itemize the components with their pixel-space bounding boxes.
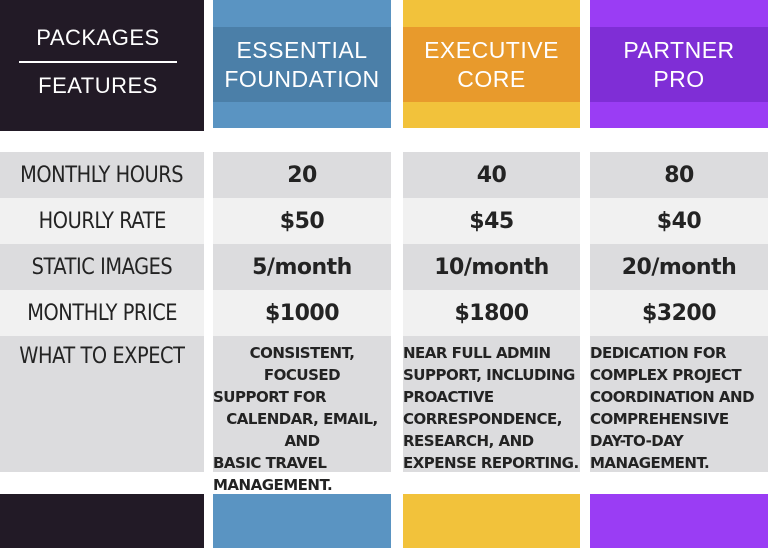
row-label-text: MONTHLY PRICE	[27, 300, 177, 326]
package-title-line: CORE	[457, 65, 526, 92]
expect-line: MANAGEMENT.	[213, 476, 333, 494]
footer-block-corner	[0, 494, 204, 548]
row-label-text: STATIC IMAGES	[31, 254, 173, 280]
package-title-essential: ESSENTIAL FOUNDATION	[213, 27, 391, 102]
package-title-line: FOUNDATION	[224, 65, 380, 92]
cell-executive-images: 10/month	[403, 244, 580, 290]
package-title-line: EXECUTIVE	[424, 36, 559, 63]
package-title-line: ESSENTIAL	[236, 36, 368, 63]
expect-line: MANAGEMENT.	[590, 454, 710, 472]
expect-line: COORDINATION AND	[590, 388, 755, 406]
expect-line: EXPENSE REPORTING.	[403, 454, 579, 472]
row-label-what-to-expect: WHAT TO EXPECT	[0, 336, 204, 472]
cell-partner-images: 20/month	[590, 244, 768, 290]
cell-essential-hours: 20	[213, 152, 391, 198]
package-title-line: PRO	[653, 65, 705, 92]
expect-line: CORRESPONDENCE,	[403, 410, 562, 428]
features-label: FEATURES	[38, 73, 158, 98]
expect-line: RESEARCH, AND	[403, 432, 534, 450]
expect-line: COMPREHENSIVE	[590, 410, 729, 428]
cell-partner-price: $3200	[590, 290, 768, 336]
cell-essential-expect: CONSISTENT, FOCUSED SUPPORT FOR CALENDAR…	[213, 336, 391, 494]
row-label-monthly-hours: MONTHLY HOURS	[0, 152, 204, 198]
expect-line: NEAR FULL ADMIN	[403, 344, 551, 362]
package-title-line: PARTNER	[623, 36, 735, 63]
row-label-hourly-rate: HOURLY RATE	[0, 198, 204, 244]
expect-line: BASIC TRAVEL	[213, 454, 327, 472]
footer-block-essential	[213, 494, 391, 548]
expect-line: SUPPORT FOR	[213, 388, 327, 406]
package-title-partner: PARTNER PRO	[590, 27, 768, 102]
corner-divider	[19, 61, 177, 63]
row-label-text: WHAT TO EXPECT	[19, 344, 185, 369]
row-label-text: HOURLY RATE	[38, 208, 166, 234]
package-title-executive: EXECUTIVE CORE	[403, 27, 580, 102]
cell-essential-images: 5/month	[213, 244, 391, 290]
expect-line: DAY-TO-DAY	[590, 432, 684, 450]
row-label-monthly-price: MONTHLY PRICE	[0, 290, 204, 336]
expect-line: CALENDAR, EMAIL, AND	[226, 410, 378, 450]
corner-header	[0, 0, 204, 131]
row-label-text: MONTHLY HOURS	[20, 162, 184, 188]
cell-executive-rate: $45	[403, 198, 580, 244]
footer-block-partner	[590, 494, 768, 548]
footer-block-executive	[403, 494, 580, 548]
cell-executive-expect: NEAR FULL ADMIN SUPPORT, INCLUDING PROAC…	[403, 336, 580, 472]
expect-line: DEDICATION FOR	[590, 344, 727, 362]
cell-executive-hours: 40	[403, 152, 580, 198]
cell-partner-hours: 80	[590, 152, 768, 198]
expect-line: PROACTIVE	[403, 388, 494, 406]
row-label-static-images: STATIC IMAGES	[0, 244, 204, 290]
expect-line: COMPLEX PROJECT	[590, 366, 742, 384]
cell-essential-rate: $50	[213, 198, 391, 244]
cell-executive-price: $1800	[403, 290, 580, 336]
packages-label: PACKAGES	[36, 25, 160, 50]
expect-line: SUPPORT, INCLUDING	[403, 366, 575, 384]
cell-essential-price: $1000	[213, 290, 391, 336]
cell-partner-rate: $40	[590, 198, 768, 244]
expect-line: CONSISTENT, FOCUSED	[249, 344, 355, 384]
cell-partner-expect: DEDICATION FOR COMPLEX PROJECT COORDINAT…	[590, 336, 768, 472]
